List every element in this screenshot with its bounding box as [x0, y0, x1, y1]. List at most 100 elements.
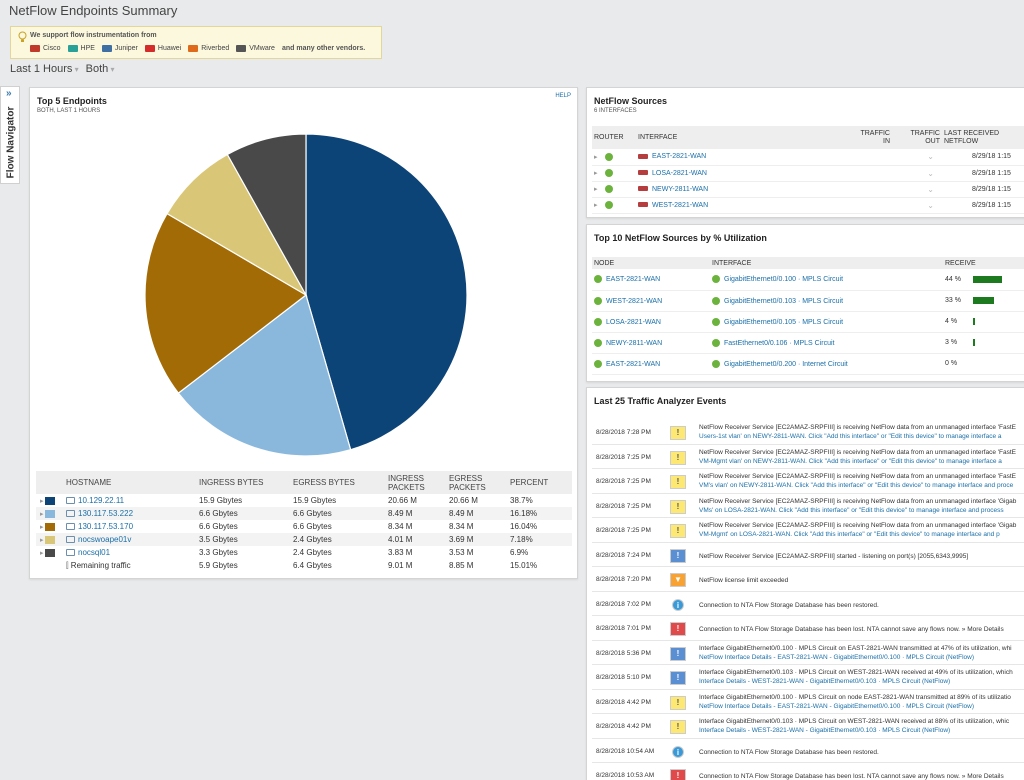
node-link[interactable]: EAST-2821-WAN [606, 276, 661, 284]
col-router[interactable]: ROUTER [592, 126, 636, 149]
interface-link[interactable]: GigabitEthernet0/0.100 · MPLS Circuit [724, 276, 844, 284]
chevron-down-icon[interactable]: ⌄ [927, 184, 934, 194]
expand-icon[interactable]: ▸ [594, 201, 600, 209]
pie-slice-4[interactable] [226, 133, 307, 298]
direction-dropdown[interactable]: Both [86, 63, 115, 75]
hostname-link[interactable]: 130.117.53.170 [78, 522, 134, 531]
event-time: 8/28/2018 4:42 PM [596, 698, 651, 706]
table-row[interactable]: LOSA-2821-WAN GigabitEthernet0/0.105 · MP… [592, 311, 1024, 333]
event-line-2[interactable]: Interface Details - WEST-2821-WAN - Giga… [699, 727, 951, 734]
pie-slice-1[interactable] [177, 293, 352, 457]
event-line-2[interactable]: VM-Mgmt vlan' on NEWY-2811-WAN. Click "A… [699, 457, 1002, 465]
table-row[interactable]: ▸ WEST-2821-WAN ⌄ 8/29/18 1:15 [592, 197, 1024, 214]
router-link[interactable]: NEWY-2811-WAN [652, 185, 709, 193]
col-ingress-bytes[interactable]: INGRESS BYTES [195, 471, 289, 494]
vendor-logo-icon [101, 45, 112, 52]
receive-cell: 0 % [943, 353, 1024, 375]
cell-ib: 3.5 Gbytes [195, 533, 289, 546]
chevron-down-icon[interactable]: ⌄ [927, 168, 934, 178]
expand-icon[interactable]: ▸ [40, 511, 46, 518]
time-range-dropdown[interactable]: Last 1 Hours [10, 63, 79, 75]
hostname-link[interactable]: nocsql01 [78, 548, 111, 557]
interface-link[interactable]: FastEthernet0/0.106 · MPLS Circuit [724, 339, 835, 347]
table-row[interactable]: WEST-2821-WAN GigabitEthernet0/0.103 · MP… [592, 290, 1024, 312]
interface-cell: NEWY-2811-WAN [636, 181, 856, 198]
table-row[interactable]: EAST-2821-WAN GigabitEthernet0/0.100 · MP… [592, 269, 1024, 291]
interface-cell: GigabitEthernet0/0.103 · MPLS Circuit [710, 290, 943, 312]
hostname-link[interactable]: 130.117.53.222 [78, 509, 134, 518]
hostname-link[interactable]: nocswoape01v [78, 535, 132, 544]
col-traffic-out[interactable]: TRAFFIC OUT [896, 126, 942, 149]
table-row[interactable]: ▸ nocswoape01v 3.5 Gbytes 2.4 Gbytes 4.01 M… [36, 533, 572, 546]
interface-cell: FastEthernet0/0.106 · MPLS Circuit [710, 332, 943, 354]
vendor-logo-icon [188, 45, 199, 52]
hostname-link[interactable]: 10.129.22.11 [78, 496, 125, 505]
chevron-down-icon[interactable]: ⌄ [927, 200, 934, 210]
col-interface[interactable]: INTERFACE [710, 257, 943, 269]
cell-ip: 20.66 M [388, 496, 417, 505]
col-receive[interactable]: RECEIVE [943, 257, 1024, 269]
col-interface[interactable]: INTERFACE [636, 126, 856, 149]
table-row[interactable]: ▸ EAST-2821-WAN ⌄ 8/29/18 1:15 [592, 149, 1024, 166]
col-egress-packets[interactable]: EGRESS PACKETS [445, 471, 506, 494]
banner-heading: We support flow instrumentation from [30, 32, 157, 39]
vendor-name: Cisco [43, 45, 61, 52]
event-line-2[interactable]: VMs' on LOSA-2821-WAN. Click "Add this i… [699, 506, 1004, 514]
flow-navigator-tab[interactable]: » Flow Navigator [0, 86, 20, 184]
table-row[interactable]: ▸ NEWY-2811-WAN ⌄ 8/29/18 1:15 [592, 181, 1024, 198]
col-hostname[interactable]: HOSTNAME [62, 471, 195, 494]
table-row[interactable]: ▸ LOSA-2821-WAN ⌄ 8/29/18 1:15 [592, 165, 1024, 182]
legend-swatch [45, 522, 56, 531]
expand-chevron-icon[interactable]: » [6, 88, 12, 99]
col-percent[interactable]: PERCENT [506, 471, 572, 494]
row-controls: ▸ [36, 507, 62, 520]
col-node[interactable]: NODE [592, 257, 710, 269]
expand-icon[interactable]: ▸ [594, 153, 600, 161]
node-link[interactable]: LOSA-2821-WAN [606, 318, 661, 326]
router-link[interactable]: WEST-2821-WAN [652, 201, 709, 209]
event-line-2[interactable]: NetFlow Interface Details - EAST-2821-WA… [699, 653, 975, 661]
status-up-icon [605, 185, 614, 194]
col-traffic-in[interactable]: TRAFFIC IN [856, 126, 896, 149]
cell-pct: 6.9% [510, 548, 529, 557]
col-last-received[interactable]: LAST RECEIVED NETFLOW [942, 126, 1024, 149]
expand-icon[interactable]: ▸ [40, 550, 46, 557]
table-row[interactable]: EAST-2821-WAN GigabitEthernet0/0.200 · In… [592, 353, 1024, 375]
pie-slice-0[interactable] [305, 133, 468, 451]
node-link[interactable]: EAST-2821-WAN [606, 360, 661, 368]
last-received-cell: 8/29/18 1:15 [942, 197, 1024, 214]
expand-icon[interactable]: ▸ [40, 537, 46, 544]
router-cell: ▸ [592, 197, 636, 214]
table-row[interactable]: ▸ 130.117.53.170 6.6 Gbytes 6.6 Gbytes 8.34… [36, 520, 572, 533]
top5-endpoints-panel: Top 5 Endpoints BOTH, LAST 1 HOURS HELP … [29, 87, 578, 579]
event-line-2[interactable]: Users-1st vlan' on NEWY-2811-WAN. Click … [699, 433, 1002, 440]
table-row[interactable]: NEWY-2811-WAN FastEthernet0/0.106 · MPLS … [592, 332, 1024, 354]
expand-icon[interactable]: ▸ [40, 498, 46, 505]
event-row: 8/28/2018 7:25 PM! NetFlow Receiver Servi… [592, 445, 1024, 469]
event-line-2[interactable]: NetFlow Interface Details - EAST-2821-WA… [699, 702, 975, 710]
help-link[interactable]: HELP [555, 93, 571, 99]
node-cell: NEWY-2811-WAN [592, 332, 710, 354]
event-line-2[interactable]: Interface Details - WEST-2821-WAN - Giga… [699, 678, 951, 685]
event-line-2[interactable]: VM's vlan' on NEWY-2811-WAN. Click "Add … [699, 482, 1014, 489]
interface-link[interactable]: GigabitEthernet0/0.105 · MPLS Circuit [724, 318, 844, 326]
table-row[interactable]: ▸ 130.117.53.222 6.6 Gbytes 6.6 Gbytes 8.49… [36, 507, 572, 520]
interface-link[interactable]: GigabitEthernet0/0.103 · MPLS Circuit [724, 297, 844, 305]
col-ingress-packets[interactable]: INGRESS PACKETS [384, 471, 445, 494]
pie-slice-3[interactable] [166, 153, 308, 297]
event-line-2[interactable]: VM-Mgmt' on LOSA-2821-WAN. Click "Add th… [699, 531, 1000, 538]
table-row[interactable]: ▸ 10.129.22.11 15.9 Gbytes 15.9 Gbytes 20.6… [36, 494, 572, 507]
chevron-down-icon[interactable]: ⌄ [927, 152, 934, 162]
expand-icon[interactable]: ▸ [594, 169, 600, 177]
event-row: 8/28/2018 7:20 PM ▼ NetFlow license limit … [592, 567, 1024, 592]
interface-link[interactable]: GigabitEthernet0/0.200 · Internet Circui… [724, 360, 848, 368]
node-link[interactable]: WEST-2821-WAN [606, 297, 663, 305]
node-link[interactable]: NEWY-2811-WAN [606, 339, 663, 347]
router-link[interactable]: LOSA-2821-WAN [652, 169, 707, 177]
col-egress-bytes[interactable]: EGRESS BYTES [289, 471, 384, 494]
table-row[interactable]: ▸ nocsql01 3.3 Gbytes 2.4 Gbytes 3.83 M 3.53… [36, 546, 572, 559]
expand-icon[interactable]: ▸ [594, 185, 600, 193]
router-link[interactable]: EAST-2821-WAN [652, 153, 707, 161]
pie-slice-2[interactable] [144, 212, 308, 395]
expand-icon[interactable]: ▸ [40, 524, 46, 531]
